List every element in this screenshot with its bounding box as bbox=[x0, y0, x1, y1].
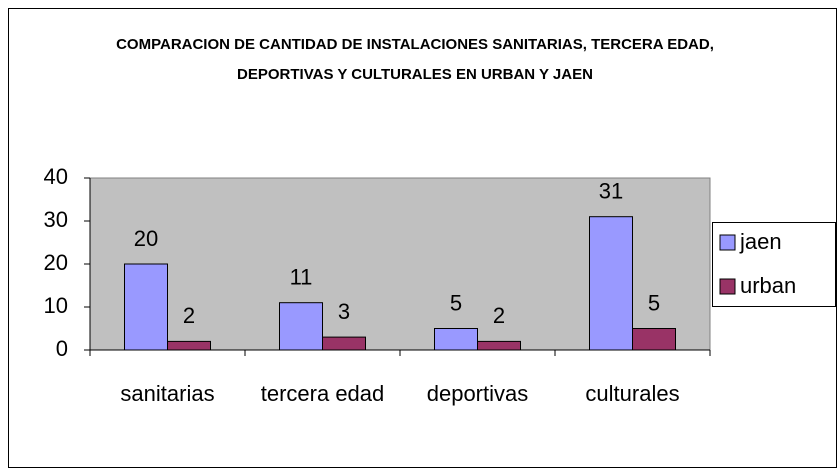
data-label: 3 bbox=[338, 299, 350, 324]
legend-swatch bbox=[719, 234, 736, 251]
x-tick-label: culturales bbox=[585, 381, 680, 406]
y-tick-label: 40 bbox=[44, 164, 68, 189]
bar bbox=[434, 328, 478, 351]
bar bbox=[124, 263, 168, 351]
legend-label: jaen bbox=[739, 229, 782, 254]
bar bbox=[589, 216, 633, 351]
bar bbox=[632, 328, 676, 351]
x-tick-label: deportivas bbox=[426, 381, 529, 406]
data-label: 20 bbox=[134, 226, 158, 251]
x-tick-label: sanitarias bbox=[120, 381, 215, 406]
y-tick-label: 10 bbox=[44, 293, 68, 318]
y-tick-label: 20 bbox=[44, 250, 68, 275]
data-label: 2 bbox=[183, 303, 195, 328]
chart-title: COMPARACION DE CANTIDAD DE INSTALACIONES… bbox=[116, 36, 714, 83]
y-tick-label: 30 bbox=[44, 207, 68, 232]
x-tick-label: tercera edad bbox=[260, 381, 385, 406]
data-label: 31 bbox=[599, 179, 623, 204]
data-label: 5 bbox=[648, 290, 660, 315]
data-label: 2 bbox=[493, 303, 505, 328]
bar bbox=[322, 336, 366, 351]
y-tick-label: 0 bbox=[56, 336, 68, 361]
legend-label: urban bbox=[740, 273, 796, 298]
legend-swatch bbox=[719, 278, 736, 295]
bar bbox=[477, 340, 521, 351]
bar bbox=[279, 302, 323, 351]
data-label: 5 bbox=[450, 290, 462, 315]
data-label: 11 bbox=[290, 265, 313, 290]
bar bbox=[167, 340, 211, 351]
